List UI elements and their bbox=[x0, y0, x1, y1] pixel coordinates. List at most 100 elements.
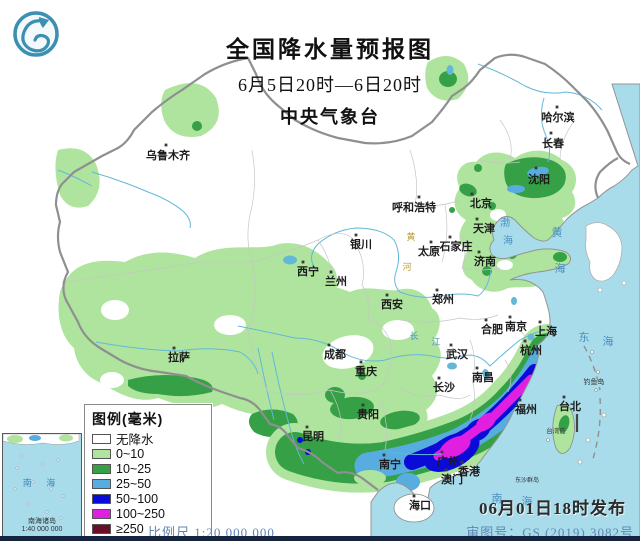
city-dot bbox=[538, 320, 542, 324]
city-label: 乌鲁木齐 bbox=[146, 148, 191, 162]
city-dot bbox=[477, 250, 481, 254]
city-dot bbox=[172, 346, 176, 350]
south-china-sea-inset: 南 海 南海诸岛 1:40 000 000 bbox=[2, 433, 82, 538]
inset-sea-label: 南 海 bbox=[22, 478, 62, 488]
city-dot bbox=[382, 453, 386, 457]
geo-label: 钓鱼岛 bbox=[584, 377, 605, 386]
cma-dragon-logo bbox=[13, 11, 59, 57]
city-label: 贵阳 bbox=[357, 407, 379, 421]
legend-label: 50~100 bbox=[116, 491, 159, 506]
city-label: 昆明 bbox=[302, 430, 324, 443]
city-dot bbox=[164, 143, 168, 147]
city-label: 济南 bbox=[474, 254, 496, 268]
legend-swatch bbox=[92, 493, 111, 504]
geo-label: 南 bbox=[492, 492, 503, 505]
city-dot bbox=[435, 288, 439, 292]
geo-label: 东 bbox=[579, 331, 590, 344]
city-label: 南昌 bbox=[472, 370, 494, 384]
geo-label: 东沙群岛 bbox=[515, 476, 539, 484]
legend: 图例(毫米) 无降水 0~10 10~25 25~50 50~100 100~250 ≥25… bbox=[84, 404, 212, 541]
inset-islands-label: 南海诸岛 bbox=[28, 518, 56, 525]
legend-swatch bbox=[92, 478, 111, 489]
hainan-island bbox=[393, 493, 435, 523]
title-block: 全国降水量预报图 6月5日20时—6日20时 中央气象台 bbox=[0, 30, 640, 129]
city-label: 兰州 bbox=[325, 274, 347, 288]
city-dot bbox=[329, 270, 333, 274]
maritime-boundary-dashes bbox=[575, 345, 601, 463]
city-label: 拉萨 bbox=[168, 350, 190, 364]
agency-name: 中央气象台 bbox=[280, 107, 380, 127]
legend-label: 100~250 bbox=[116, 506, 166, 521]
city-label: 杭州 bbox=[520, 343, 542, 357]
legend-swatch bbox=[92, 463, 111, 474]
city-label: 海口 bbox=[409, 498, 431, 512]
city-dot bbox=[523, 339, 527, 343]
city-dot bbox=[417, 195, 421, 199]
city-label: 长沙 bbox=[433, 380, 455, 394]
city-dot bbox=[305, 425, 309, 429]
city-dot bbox=[327, 343, 331, 347]
city-label: 沈阳 bbox=[528, 172, 550, 186]
city-label: 广州 bbox=[437, 454, 459, 468]
city-dot bbox=[562, 395, 566, 399]
city-label: 石家庄 bbox=[439, 239, 473, 253]
korea-landmass bbox=[585, 222, 623, 282]
city-dot bbox=[549, 131, 553, 135]
city-dot bbox=[448, 235, 452, 239]
city-dot bbox=[385, 293, 389, 297]
forecast-period: 6月5日20时—6日20时 bbox=[238, 75, 422, 95]
city-dot bbox=[475, 217, 479, 221]
city-label: 香港 bbox=[457, 464, 481, 478]
rivers bbox=[57, 63, 603, 465]
city-label: 北京 bbox=[470, 196, 492, 210]
legend-row: 0~10 bbox=[92, 446, 204, 461]
city-dot bbox=[534, 166, 538, 170]
city-dot bbox=[518, 398, 522, 402]
city-label: 天津 bbox=[473, 221, 495, 235]
legend-swatch bbox=[92, 448, 111, 459]
legend-label: 25~50 bbox=[116, 476, 152, 491]
small-islands bbox=[546, 350, 607, 465]
city-label: 西安 bbox=[381, 297, 403, 311]
city-dot bbox=[354, 233, 358, 237]
city-dot bbox=[444, 468, 448, 472]
geo-label: 台湾岛 bbox=[546, 426, 566, 435]
geo-label: 黄 bbox=[552, 225, 563, 239]
geo-label: 河 bbox=[402, 261, 411, 272]
city-dot bbox=[301, 260, 305, 264]
city-dot bbox=[470, 192, 474, 196]
national-border bbox=[54, 53, 631, 491]
legend-label: ≥250 bbox=[116, 521, 144, 536]
city-dot bbox=[361, 403, 365, 407]
province-borders bbox=[61, 119, 576, 451]
city-label: 西宁 bbox=[297, 264, 319, 278]
geo-label: 海 bbox=[503, 234, 513, 247]
city-dot bbox=[359, 360, 363, 364]
geo-label: 海 bbox=[603, 334, 614, 348]
legend-label: 无降水 bbox=[116, 433, 154, 447]
page-title: 全国降水量预报图 bbox=[226, 37, 434, 62]
city-dot bbox=[460, 460, 464, 464]
bottom-border-bar bbox=[0, 536, 640, 541]
legend-title: 图例(毫米) bbox=[92, 411, 164, 427]
city-dot bbox=[475, 366, 479, 370]
city-label: 成都 bbox=[324, 347, 346, 361]
geo-label: 渤 bbox=[500, 216, 510, 229]
legend-row: 50~100 bbox=[92, 491, 204, 506]
geo-label: 黄 bbox=[406, 231, 415, 242]
publish-timestamp: 06月01日18时发布 bbox=[479, 499, 626, 518]
geo-label: 江 bbox=[431, 337, 440, 347]
city-label: 太原 bbox=[417, 244, 440, 258]
legend-swatch bbox=[92, 523, 111, 534]
inset-map-canvas bbox=[3, 434, 79, 535]
city-label: 重庆 bbox=[355, 364, 377, 378]
city-label: 上海 bbox=[535, 324, 557, 338]
legend-swatch bbox=[92, 508, 111, 519]
legend-label: 0~10 bbox=[116, 446, 145, 461]
geo-label: 海 bbox=[522, 494, 533, 508]
city-dot bbox=[440, 450, 444, 454]
legend-row: ≥250 bbox=[92, 521, 204, 536]
